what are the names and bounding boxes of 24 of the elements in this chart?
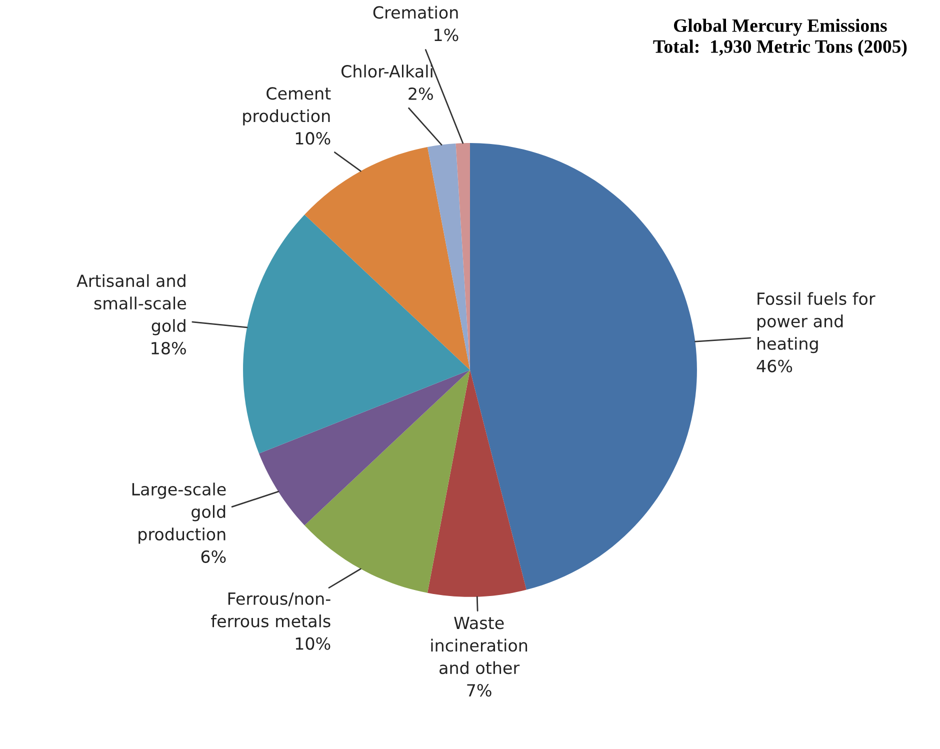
slice-label: Cremation	[373, 6, 458, 19]
data-label: 10%	[296, 132, 330, 145]
data-label: 1%	[434, 28, 458, 42]
pie-slice	[470, 142, 697, 590]
data-label: 18%	[152, 342, 186, 354]
slice-label: Chlor-Alkali	[341, 64, 432, 78]
pie-slice	[427, 143, 470, 370]
data-label: 6%	[201, 550, 226, 563]
pie-slice	[243, 214, 470, 454]
pie-slice	[304, 370, 470, 593]
data-label: 10%	[296, 637, 330, 650]
pie-slice	[304, 147, 470, 370]
slice-label: Artisanal and small-scale gold	[76, 274, 186, 336]
pie-slice	[427, 370, 526, 597]
pie-slice	[258, 370, 470, 526]
slice-label: Ferrous/non- ferrous metals	[211, 592, 330, 628]
slice-label: Fossil fuels for power and heating	[757, 292, 876, 354]
slice-label: Large-scale gold production	[132, 482, 226, 544]
data-label: 46%	[756, 360, 792, 372]
slice-label: Waste incineration and other	[431, 616, 528, 674]
text: Global Mercury Emissions Total: 1,930 Metric Tons (2005)	[653, 18, 907, 57]
data-label: 2%	[408, 87, 433, 100]
data-label: 7%	[467, 684, 492, 697]
slice-label: Cement production	[243, 87, 331, 126]
